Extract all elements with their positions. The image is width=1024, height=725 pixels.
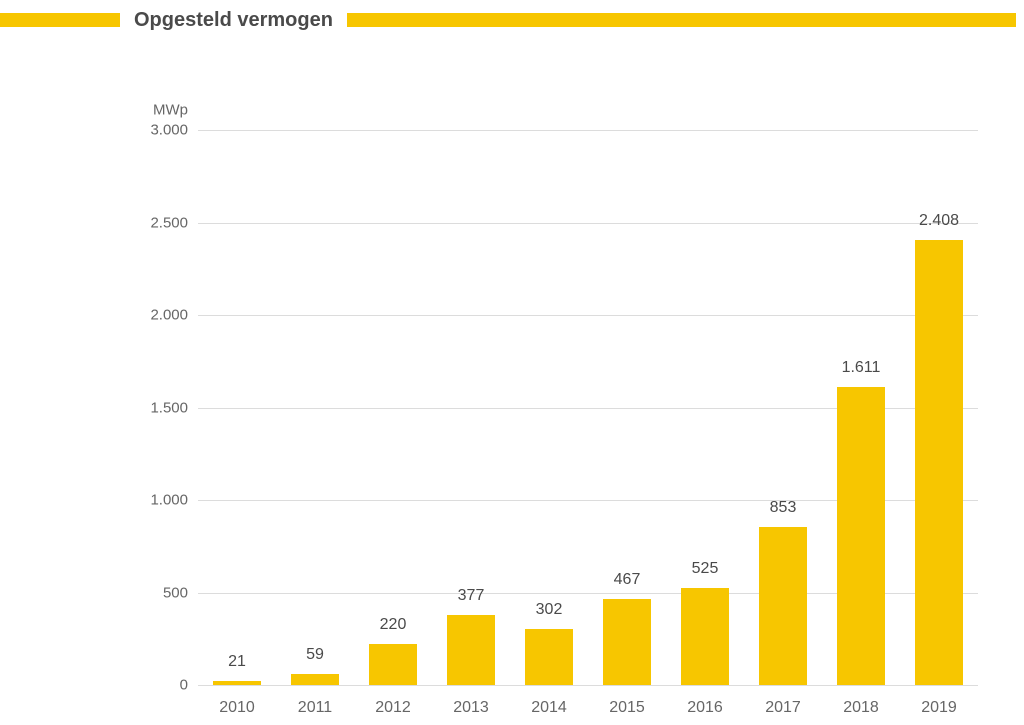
bar: 59 [291,674,339,685]
x-tick-label: 2015 [609,685,645,717]
bar-value-label: 21 [213,653,261,681]
bar: 220 [369,644,417,685]
y-tick-label: 1.000 [150,492,198,509]
plot-area: MWp 21592203773024675258531.6112.408 201… [198,130,978,685]
bars-container: 21 59 220 377 302 467 525 853 1.611 2.408 [198,130,978,685]
bar: 853 [759,527,807,685]
bar-value-label: 220 [369,616,417,644]
y-tick-label: 1.500 [150,399,198,416]
x-tick-label: 2018 [843,685,879,717]
x-tick-label: 2011 [298,685,332,717]
bar-value-label: 853 [759,499,807,527]
bar-value-label: 525 [681,560,729,588]
bar-value-label: 59 [291,646,339,674]
bar: 467 [603,599,651,685]
x-tick-label: 2016 [687,685,723,717]
bar: 2.408 [915,240,963,685]
y-axis-unit-label: MWp [153,102,198,119]
y-tick-label: 3.000 [150,122,198,139]
bar-value-label: 302 [525,601,573,629]
y-tick-label: 2.500 [150,214,198,231]
y-tick-label: 2.000 [150,307,198,324]
bar: 302 [525,629,573,685]
bar-value-label: 377 [447,587,495,615]
bar: 1.611 [837,387,885,685]
x-tick-label: 2014 [531,685,567,717]
y-tick-label: 500 [163,584,198,601]
bar-value-label: 467 [603,571,651,599]
bar-value-label: 1.611 [837,359,885,387]
bar-value-label: 2.408 [915,212,963,240]
y-tick-label: 0 [180,677,198,694]
x-tick-label: 2010 [219,685,255,717]
x-tick-label: 2019 [921,685,957,717]
bar: 525 [681,588,729,685]
bar: 377 [447,615,495,685]
x-tick-label: 2012 [375,685,411,717]
x-tick-label: 2013 [453,685,489,717]
x-tick-label: 2017 [765,685,801,717]
chart: MWp 21 59 220 377 302 467 525 853 1.611 2.408 201… [0,0,1024,725]
